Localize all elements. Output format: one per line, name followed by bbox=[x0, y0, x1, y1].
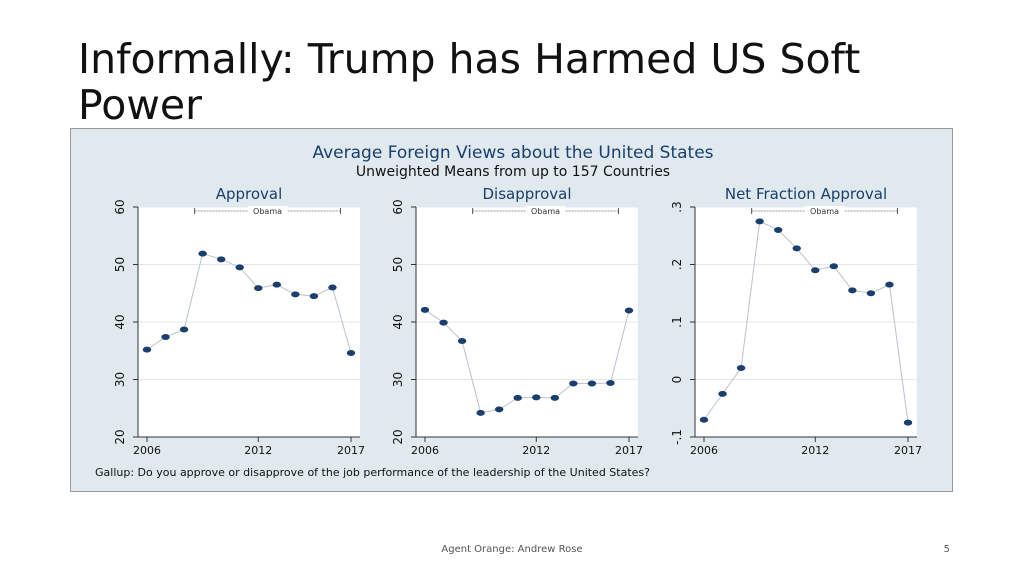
page-number: 5 bbox=[943, 544, 950, 555]
y-tick-label: 40 bbox=[391, 314, 405, 329]
data-point bbox=[254, 285, 263, 292]
y-tick-label: 60 bbox=[113, 199, 127, 214]
panel-1: Approval 20 30 40 50 60 2006 2012 2017 Obama bbox=[113, 185, 365, 457]
y-tick-label: 20 bbox=[113, 429, 127, 444]
data-point bbox=[476, 409, 485, 416]
panel-title: Net Fraction Approval bbox=[725, 185, 887, 203]
chart-svg: Average Foreign Views about the United S… bbox=[77, 135, 948, 487]
figure-subtitle: Unweighted Means from up to 157 Countrie… bbox=[356, 164, 670, 180]
panel-title: Approval bbox=[216, 185, 283, 203]
y-tick-label: 30 bbox=[113, 372, 127, 387]
data-point bbox=[291, 291, 300, 298]
data-point bbox=[736, 365, 746, 371]
y-tick-label: .2 bbox=[670, 259, 684, 270]
data-point bbox=[142, 346, 152, 353]
data-point bbox=[792, 245, 801, 252]
x-tick-label: 2012 bbox=[244, 444, 272, 457]
data-point bbox=[513, 394, 522, 401]
panel-3: Net Fraction Approval -.1 0 .1 .2 .3 2006 2012 2… bbox=[670, 185, 922, 457]
data-point bbox=[829, 263, 839, 270]
data-point bbox=[235, 264, 244, 271]
data-point bbox=[457, 337, 467, 344]
y-tick-label: 50 bbox=[391, 257, 405, 272]
data-point bbox=[161, 333, 170, 340]
y-tick-label: .1 bbox=[670, 316, 684, 327]
annotation-label: Obama bbox=[531, 207, 560, 216]
x-tick-label: 2006 bbox=[411, 444, 439, 457]
data-point bbox=[699, 416, 709, 423]
annotation-label-bg bbox=[804, 206, 845, 216]
data-point bbox=[420, 306, 430, 313]
data-point bbox=[606, 379, 615, 386]
data-point bbox=[494, 406, 504, 413]
x-tick-label: 2012 bbox=[522, 444, 550, 457]
data-point bbox=[587, 380, 597, 387]
slide-title: Informally: Trump has Harmed US Soft Pow… bbox=[78, 35, 861, 129]
data-point bbox=[903, 419, 913, 426]
data-point bbox=[198, 250, 207, 257]
data-point bbox=[550, 394, 560, 401]
y-tick-label: 50 bbox=[113, 257, 127, 272]
data-point bbox=[216, 256, 226, 263]
x-tick-label: 2017 bbox=[337, 444, 365, 457]
y-tick-label: .3 bbox=[670, 201, 684, 212]
x-tick-label: 2012 bbox=[801, 444, 829, 457]
y-tick-label: 0 bbox=[670, 376, 684, 384]
annotation-label-bg bbox=[525, 206, 566, 216]
x-tick-label: 2017 bbox=[894, 444, 922, 457]
annotation-label-bg bbox=[247, 206, 288, 216]
data-point bbox=[755, 218, 764, 225]
x-tick-label: 2006 bbox=[133, 444, 161, 457]
y-tick-label: 30 bbox=[391, 372, 405, 387]
figure-note: Gallup: Do you approve or disapprove of … bbox=[95, 466, 650, 479]
data-point bbox=[773, 227, 783, 233]
data-point bbox=[179, 326, 189, 333]
panel-2: Disapproval 20 30 40 50 60 2006 2012 2017 Obama bbox=[391, 185, 643, 457]
data-point bbox=[718, 390, 727, 397]
data-point bbox=[532, 394, 541, 401]
y-tick-label: 40 bbox=[113, 314, 127, 329]
data-point bbox=[309, 293, 319, 300]
data-point bbox=[866, 290, 876, 297]
data-point bbox=[346, 350, 356, 357]
footer-text: Agent Orange: Andrew Rose bbox=[441, 544, 583, 555]
data-point bbox=[885, 281, 894, 288]
panel-title: Disapproval bbox=[482, 185, 571, 203]
annotation-label: Obama bbox=[810, 207, 839, 216]
x-tick-label: 2006 bbox=[690, 444, 718, 457]
data-point bbox=[569, 380, 578, 387]
y-tick-label: -.1 bbox=[670, 429, 684, 445]
data-point bbox=[624, 307, 634, 314]
x-tick-label: 2017 bbox=[615, 444, 643, 457]
annotation-label: Obama bbox=[253, 207, 282, 216]
figure-title: Average Foreign Views about the United S… bbox=[312, 143, 713, 163]
data-point bbox=[328, 284, 337, 291]
data-point bbox=[272, 281, 282, 288]
data-point bbox=[811, 267, 820, 274]
data-point bbox=[439, 319, 448, 326]
data-point bbox=[848, 287, 857, 294]
y-tick-label: 60 bbox=[391, 199, 405, 214]
y-tick-label: 20 bbox=[391, 429, 405, 444]
chart-figure: Average Foreign Views about the United S… bbox=[70, 128, 953, 492]
